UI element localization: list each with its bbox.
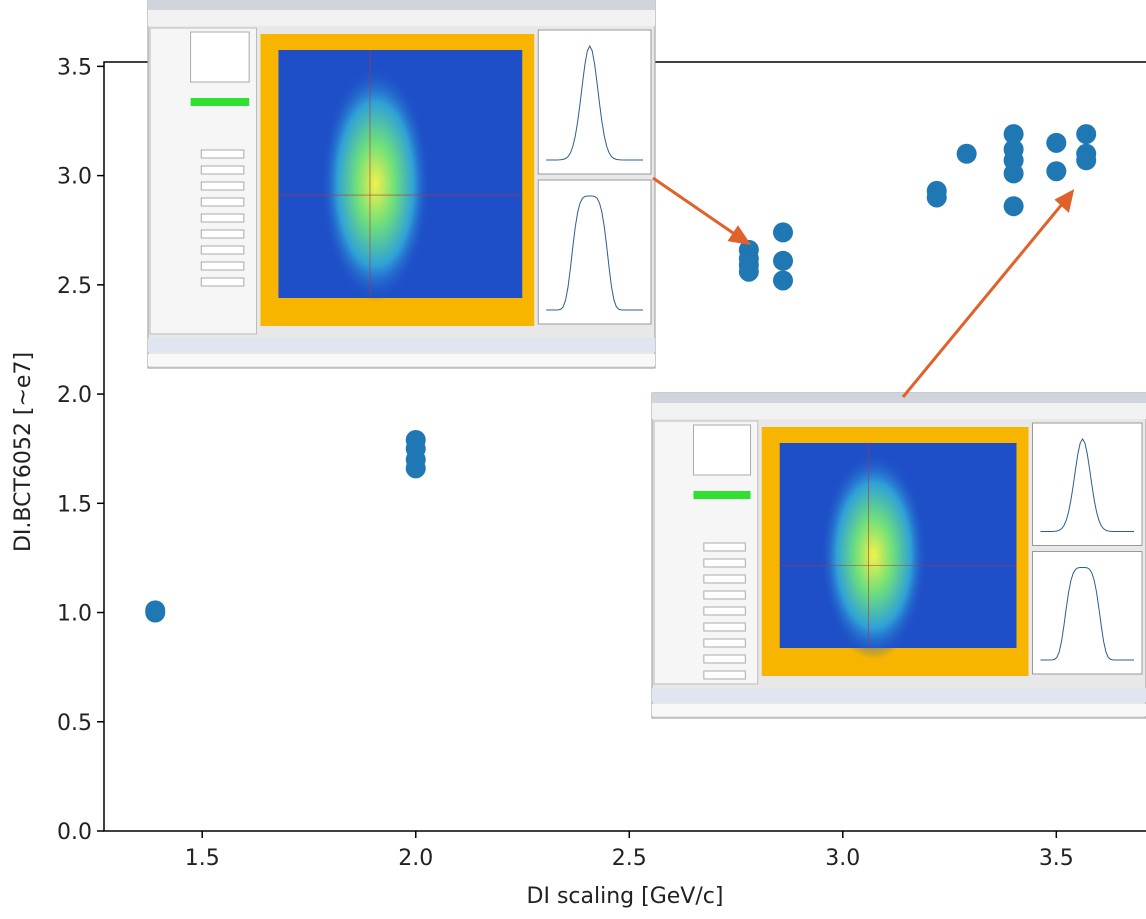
profile-plot bbox=[1032, 551, 1143, 675]
setting-field bbox=[200, 213, 245, 223]
x-tick-label: 3.5 bbox=[1039, 846, 1074, 871]
point bbox=[1076, 150, 1097, 171]
profile-plot bbox=[1032, 422, 1143, 546]
y-tick-label: 2.5 bbox=[57, 274, 92, 299]
beam-spot bbox=[820, 451, 928, 660]
profile-curve bbox=[546, 44, 643, 161]
point bbox=[773, 222, 794, 243]
y-tick-label: 0.0 bbox=[57, 820, 92, 845]
status-ok bbox=[190, 98, 250, 106]
y-tick-label: 3.5 bbox=[57, 55, 92, 80]
setting-field bbox=[703, 542, 746, 552]
point bbox=[1046, 161, 1067, 182]
title-bar bbox=[148, 0, 655, 10]
setting-field bbox=[200, 149, 245, 159]
setting-field bbox=[200, 197, 245, 207]
point bbox=[926, 187, 947, 208]
y-tick-label: 0.5 bbox=[57, 711, 92, 736]
arrow-head bbox=[727, 225, 752, 246]
axes: 1.5 2.0 2.5 3.0 3.5 0.0 0.5 1.0 1.5 2.0 2.5 3.0 3.5 bbox=[57, 55, 1146, 871]
setting-field bbox=[703, 622, 746, 632]
toolbar bbox=[652, 403, 1146, 419]
point bbox=[738, 261, 759, 282]
button-bar bbox=[652, 688, 1146, 702]
profile-curve bbox=[546, 195, 643, 311]
status-ok bbox=[693, 491, 751, 499]
screenshot-inset bbox=[651, 392, 1146, 719]
setting-field bbox=[200, 229, 245, 239]
device-list bbox=[692, 424, 752, 476]
insets bbox=[147, 0, 1146, 719]
point bbox=[773, 270, 794, 291]
setting-field bbox=[703, 590, 746, 600]
y-tick-label: 2.0 bbox=[57, 383, 92, 408]
setting-field bbox=[703, 574, 746, 584]
setting-field bbox=[703, 558, 746, 568]
point bbox=[956, 143, 977, 164]
setting-field bbox=[703, 670, 746, 680]
point bbox=[145, 600, 166, 621]
setting-field bbox=[200, 245, 245, 255]
setting-field bbox=[200, 165, 245, 175]
point bbox=[773, 250, 794, 271]
point bbox=[1003, 124, 1024, 145]
x-tick-label: 2.5 bbox=[612, 846, 647, 871]
x-axis-label: DI scaling [GeV/c] bbox=[527, 884, 724, 909]
beam-spot bbox=[320, 66, 431, 302]
setting-field bbox=[200, 261, 245, 271]
setting-field bbox=[703, 654, 746, 664]
point bbox=[1003, 163, 1024, 184]
y-tick-label: 1.0 bbox=[57, 602, 92, 627]
profile-curve bbox=[1040, 566, 1134, 661]
profile-curve bbox=[1040, 438, 1134, 532]
arrow bbox=[652, 176, 737, 237]
setting-field bbox=[703, 606, 746, 616]
point bbox=[1046, 132, 1067, 153]
setting-field bbox=[200, 181, 245, 191]
y-tick-label: 1.5 bbox=[57, 492, 92, 517]
screenshot-inset bbox=[147, 0, 656, 369]
arrow bbox=[901, 202, 1065, 398]
point bbox=[1076, 124, 1097, 145]
setting-field bbox=[703, 638, 746, 648]
x-tick-label: 3.0 bbox=[825, 846, 860, 871]
x-tick-label: 2.0 bbox=[398, 846, 433, 871]
profile-plot bbox=[537, 179, 652, 325]
point bbox=[405, 458, 426, 479]
device-list bbox=[190, 31, 250, 83]
title-bar bbox=[652, 393, 1146, 403]
y-tick-label: 3.0 bbox=[57, 165, 92, 190]
status-line bbox=[148, 354, 655, 366]
status-line bbox=[652, 704, 1146, 716]
setting-field bbox=[200, 277, 245, 287]
button-bar bbox=[148, 338, 655, 352]
arrows bbox=[652, 176, 1075, 398]
points bbox=[145, 124, 1097, 623]
point bbox=[1003, 196, 1024, 217]
x-tick-label: 1.5 bbox=[185, 846, 220, 871]
y-axis-label: DI.BCT6052 [~e7] bbox=[11, 352, 36, 552]
arrow-head bbox=[1054, 189, 1075, 213]
profile-plot bbox=[537, 29, 652, 175]
toolbar bbox=[148, 10, 655, 26]
